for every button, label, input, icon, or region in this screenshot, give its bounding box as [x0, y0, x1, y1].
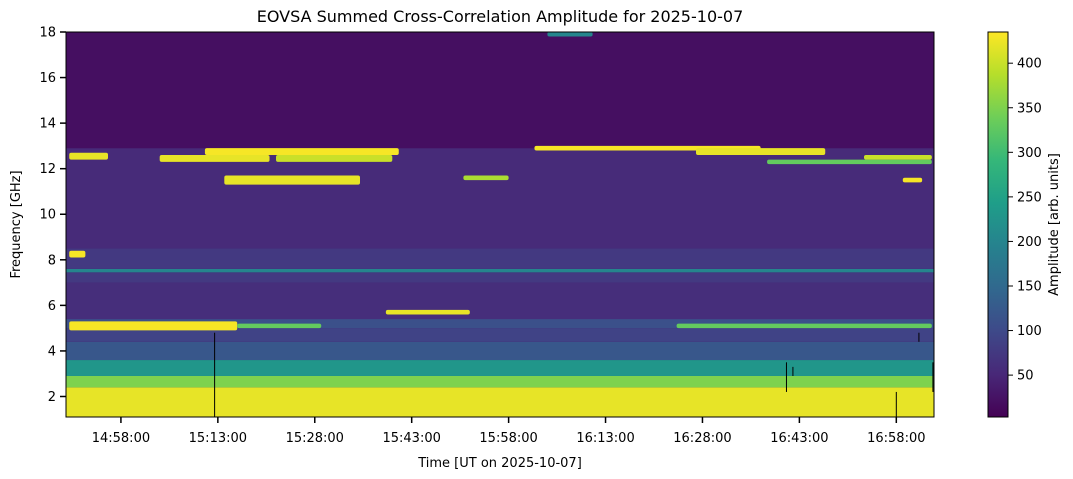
emission-region — [224, 175, 360, 185]
frequency-band — [66, 387, 934, 417]
colorbar-tick-label: 100 — [1017, 324, 1042, 339]
x-tick-label: 14:58:00 — [92, 431, 150, 446]
y-tick-label: 4 — [48, 344, 56, 359]
emission-region — [864, 155, 932, 160]
x-axis-label: Time [UT on 2025-10-07] — [417, 456, 582, 471]
frequency-band — [66, 32, 934, 149]
x-tick-label: 16:28:00 — [673, 431, 731, 446]
x-tick-label: 16:43:00 — [770, 431, 828, 446]
colorbar-tick-label: 150 — [1017, 279, 1042, 294]
emission-region — [463, 175, 509, 181]
x-tick-label: 15:43:00 — [382, 431, 440, 446]
colorbar-tick-label: 50 — [1017, 369, 1034, 384]
emission-region — [385, 309, 470, 315]
frequency-band — [66, 272, 934, 283]
x-tick-label: 16:58:00 — [867, 431, 925, 446]
frequency-band — [66, 341, 934, 361]
colorbar-tick-label: 300 — [1017, 146, 1042, 161]
emission-region — [69, 152, 108, 160]
emission-region — [159, 155, 270, 162]
frequency-band — [66, 282, 934, 320]
frequency-band — [66, 360, 934, 376]
colorbar-tick-label: 400 — [1017, 57, 1042, 72]
x-tick-label: 15:58:00 — [479, 431, 537, 446]
y-tick-label: 14 — [39, 117, 56, 132]
emission-region — [276, 155, 393, 162]
frequency-band — [66, 148, 934, 249]
plot-frame — [65, 31, 935, 418]
colorbar-tick-label: 200 — [1017, 235, 1042, 250]
colorbar-label: Amplitude [arb. units] — [1047, 153, 1062, 296]
colorbar — [987, 31, 1009, 418]
y-tick-label: 16 — [39, 71, 56, 86]
chart-title: EOVSA Summed Cross-Correlation Amplitude… — [257, 7, 744, 26]
emission-region — [547, 32, 593, 37]
emission-region — [237, 323, 322, 329]
y-tick-label: 2 — [48, 390, 56, 405]
emission-region — [676, 323, 932, 329]
y-tick-label: 10 — [39, 208, 56, 223]
emission-region — [69, 250, 86, 258]
x-tick-label: 15:28:00 — [286, 431, 344, 446]
frequency-band — [66, 248, 934, 269]
y-axis-ticks: 2 4 6 8 10 12 14 16 18 — [39, 26, 66, 405]
emission-region — [696, 148, 826, 156]
emission-region — [204, 148, 399, 156]
y-tick-label: 6 — [48, 299, 56, 314]
y-axis-label: Frequency [GHz] — [9, 170, 24, 278]
frequency-band — [66, 375, 934, 388]
spectrogram-heatmap — [66, 32, 934, 417]
emission-region — [69, 321, 238, 331]
frequency-band — [66, 328, 934, 342]
emission-region — [902, 177, 923, 183]
x-axis-ticks: 14:58:00 15:13:00 15:28:00 15:43:00 15:58:00… — [92, 417, 926, 446]
frequency-band — [66, 268, 934, 273]
colorbar-tick-label: 250 — [1017, 190, 1042, 205]
colorbar-tick-label: 350 — [1017, 101, 1042, 116]
y-tick-label: 18 — [39, 26, 56, 41]
y-tick-label: 8 — [48, 253, 56, 268]
x-tick-label: 15:13:00 — [189, 431, 247, 446]
emission-region — [767, 159, 932, 165]
colorbar-ticks: 50 100 150 200 250 300 350 400 — [1008, 57, 1042, 384]
x-tick-label: 16:13:00 — [576, 431, 634, 446]
y-tick-label: 12 — [39, 162, 56, 177]
frequency-band — [66, 319, 934, 329]
